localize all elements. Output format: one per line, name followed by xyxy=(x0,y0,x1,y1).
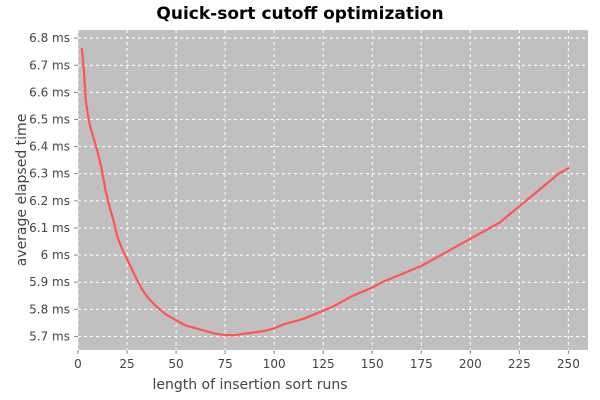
y-tick-label: 5.8 ms xyxy=(29,302,70,316)
x-axis-label: length of insertion sort runs xyxy=(152,377,347,393)
x-tick-label: 200 xyxy=(459,357,482,371)
y-tick-label: 6.5 ms xyxy=(29,112,70,126)
x-tick-label: 25 xyxy=(119,357,134,371)
horizontal-gridlines xyxy=(78,37,588,337)
plot-area xyxy=(78,30,588,350)
y-tick-label: 6.7 ms xyxy=(29,58,70,72)
y-tick-label: 6 ms xyxy=(41,248,70,262)
y-tick-label: 6.3 ms xyxy=(29,167,70,181)
x-tick-label: 75 xyxy=(217,357,232,371)
y-tick-label: 6.4 ms xyxy=(29,140,70,154)
x-tick-label: 150 xyxy=(361,357,384,371)
y-axis-ticks: 5.7 ms 5.8 ms 5.9 ms 6 ms 6.1 ms 6.2 ms 6.3 ms… xyxy=(29,31,78,343)
series-line xyxy=(80,47,570,337)
y-tick-label: 6.6 ms xyxy=(29,85,70,99)
vertical-gridlines xyxy=(77,30,569,350)
y-tick-label: 6.8 ms xyxy=(29,31,70,45)
x-axis-ticks: 0 25 50 75 100 125 150 175 200 225 250 xyxy=(74,350,580,371)
y-tick-label: 5.9 ms xyxy=(29,275,70,289)
x-tick-label: 0 xyxy=(74,357,82,371)
x-tick-label: 100 xyxy=(263,357,286,371)
x-tick-label: 125 xyxy=(312,357,335,371)
y-tick-label: 6.1 ms xyxy=(29,221,70,235)
y-tick-label: 6.2 ms xyxy=(29,194,70,208)
x-tick-label: 250 xyxy=(557,357,580,371)
x-tick-label: 50 xyxy=(168,357,183,371)
x-tick-label: 225 xyxy=(508,357,531,371)
y-tick-label: 5.7 ms xyxy=(29,329,70,343)
x-tick-label: 175 xyxy=(410,357,433,371)
chart-title: Quick-sort cutoff optimization xyxy=(156,4,443,24)
y-axis-label: average elapsed time xyxy=(14,114,30,267)
